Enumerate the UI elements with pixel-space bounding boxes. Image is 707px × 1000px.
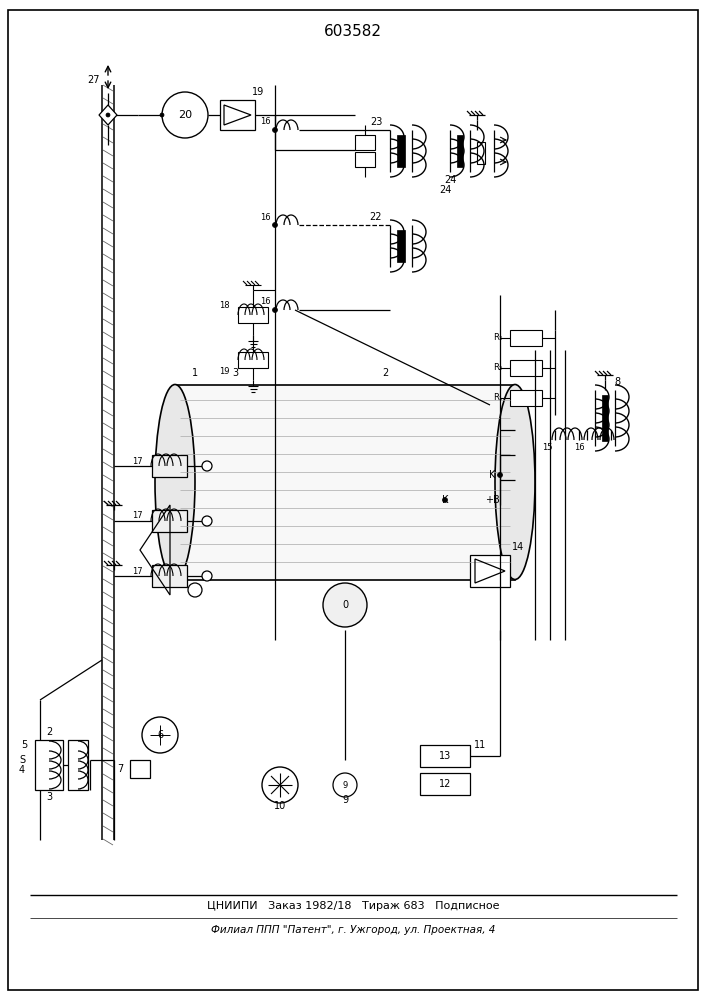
Bar bbox=[238, 352, 268, 368]
Circle shape bbox=[202, 461, 212, 471]
Text: 2: 2 bbox=[382, 368, 388, 378]
Bar bbox=[152, 565, 187, 587]
Bar bbox=[152, 510, 187, 532]
Text: R₁: R₁ bbox=[493, 393, 502, 402]
Text: 8: 8 bbox=[614, 377, 620, 387]
Text: 19: 19 bbox=[219, 367, 230, 376]
Text: R₂: R₂ bbox=[493, 363, 502, 372]
Polygon shape bbox=[99, 105, 117, 125]
Text: 24: 24 bbox=[439, 185, 451, 195]
Circle shape bbox=[272, 308, 278, 312]
Text: +B: +B bbox=[484, 495, 499, 505]
Bar bbox=[397, 230, 405, 262]
Text: K: K bbox=[442, 495, 448, 505]
Text: 22: 22 bbox=[370, 212, 382, 222]
Circle shape bbox=[202, 571, 212, 581]
Text: 20: 20 bbox=[178, 110, 192, 120]
Text: R₃: R₃ bbox=[493, 334, 502, 342]
Text: 9: 9 bbox=[342, 795, 348, 805]
Bar bbox=[355, 135, 375, 150]
Text: 13: 13 bbox=[439, 751, 451, 761]
Ellipse shape bbox=[155, 384, 195, 580]
Circle shape bbox=[142, 717, 178, 753]
Text: 14: 14 bbox=[512, 542, 525, 552]
Text: 3: 3 bbox=[232, 368, 238, 378]
Bar bbox=[510, 330, 542, 346]
Circle shape bbox=[272, 223, 278, 228]
Text: 12: 12 bbox=[439, 779, 451, 789]
Text: 15: 15 bbox=[542, 442, 552, 452]
Bar bbox=[355, 152, 375, 167]
Bar bbox=[220, 100, 255, 130]
Bar bbox=[238, 307, 268, 323]
Text: 9: 9 bbox=[342, 780, 348, 790]
Text: 5: 5 bbox=[21, 740, 27, 750]
Bar bbox=[510, 390, 542, 406]
Text: K: K bbox=[489, 470, 495, 480]
Bar bbox=[35, 740, 63, 790]
Text: Филиал ППП "Патент", г. Ужгород, ул. Проектная, 4: Филиал ППП "Патент", г. Ужгород, ул. Про… bbox=[211, 925, 495, 935]
Circle shape bbox=[323, 583, 367, 627]
Bar bbox=[152, 455, 187, 477]
Text: 6: 6 bbox=[157, 730, 163, 740]
Circle shape bbox=[162, 92, 208, 138]
Text: 4: 4 bbox=[19, 765, 25, 775]
Circle shape bbox=[188, 583, 202, 597]
Text: 17: 17 bbox=[132, 456, 142, 466]
Text: S: S bbox=[19, 755, 25, 765]
Text: 7: 7 bbox=[117, 764, 123, 774]
Text: 19: 19 bbox=[252, 87, 264, 97]
Text: 16: 16 bbox=[259, 298, 270, 306]
Text: 0: 0 bbox=[342, 600, 348, 610]
Text: 11: 11 bbox=[474, 740, 486, 750]
Bar bbox=[130, 760, 150, 778]
Text: 603582: 603582 bbox=[324, 24, 382, 39]
Circle shape bbox=[202, 516, 212, 526]
Text: 2: 2 bbox=[46, 727, 52, 737]
Bar bbox=[457, 135, 463, 167]
Bar bbox=[602, 395, 608, 441]
Bar bbox=[175, 385, 515, 580]
Circle shape bbox=[498, 473, 503, 478]
Text: 1: 1 bbox=[192, 368, 198, 378]
Bar bbox=[477, 142, 485, 164]
Bar bbox=[420, 745, 470, 767]
Text: 17: 17 bbox=[132, 512, 142, 520]
Circle shape bbox=[443, 497, 448, 502]
Bar bbox=[510, 360, 542, 376]
Text: 16: 16 bbox=[259, 117, 270, 126]
Circle shape bbox=[106, 113, 110, 117]
Text: 16: 16 bbox=[259, 213, 270, 222]
Text: 3: 3 bbox=[46, 792, 52, 802]
Circle shape bbox=[333, 773, 357, 797]
Text: 18: 18 bbox=[219, 300, 230, 310]
Ellipse shape bbox=[495, 384, 535, 580]
Text: 10: 10 bbox=[274, 801, 286, 811]
Bar bbox=[420, 773, 470, 795]
Text: ЦНИИПИ   Заказ 1982/18   Тираж 683   Подписное: ЦНИИПИ Заказ 1982/18 Тираж 683 Подписное bbox=[206, 901, 499, 911]
Bar bbox=[68, 740, 88, 790]
Text: 24: 24 bbox=[444, 175, 456, 185]
Text: 23: 23 bbox=[370, 117, 382, 127]
Text: 17: 17 bbox=[132, 566, 142, 576]
Bar bbox=[470, 555, 510, 587]
Circle shape bbox=[262, 767, 298, 803]
Text: 16: 16 bbox=[573, 442, 584, 452]
Bar bbox=[397, 135, 405, 167]
Text: 27: 27 bbox=[88, 75, 100, 85]
Circle shape bbox=[272, 127, 278, 132]
Circle shape bbox=[160, 113, 164, 117]
